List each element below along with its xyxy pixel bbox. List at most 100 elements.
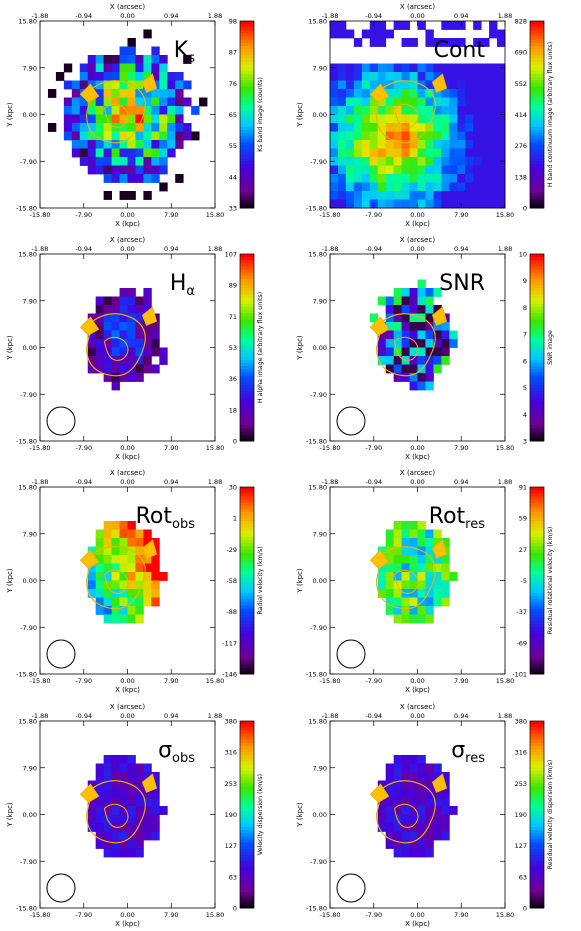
colorbar-segment — [530, 363, 544, 367]
colorbar-segment — [240, 608, 254, 613]
colorbar-tick-label: 30 — [229, 484, 237, 492]
heatmap-cell — [377, 157, 387, 166]
heatmap-cell — [377, 165, 387, 175]
heatmap-cell — [353, 63, 363, 73]
heatmap-cell — [71, 131, 81, 141]
top-tick-label: 0.94 — [164, 712, 178, 720]
heatmap-cell — [87, 55, 97, 64]
colorbar-segment — [530, 627, 544, 631]
y-tick-label: 15.80 — [18, 18, 37, 26]
heatmap-cell — [417, 789, 426, 798]
heatmap-cell — [417, 339, 426, 348]
heatmap-cell — [425, 831, 434, 841]
heatmap-cell — [103, 614, 112, 624]
colorbar-segment — [240, 173, 254, 178]
heatmap-cell — [401, 182, 410, 192]
heatmap-cell — [151, 789, 160, 798]
heatmap-cell — [473, 140, 482, 149]
colorbar-segment — [240, 892, 254, 897]
heatmap-cell — [377, 131, 387, 141]
heatmap-cell — [135, 364, 144, 374]
heatmap-cell — [345, 165, 355, 175]
heatmap-cell — [103, 157, 112, 166]
colorbar-segment — [530, 278, 544, 283]
heatmap-cell — [393, 373, 402, 382]
colorbar-segment — [530, 496, 544, 500]
y-tick-label: 7.90 — [313, 530, 327, 538]
heatmap-cell — [95, 797, 105, 807]
heatmap-cell — [449, 806, 458, 815]
panel-title: σres — [451, 738, 485, 766]
colorbar-segment — [530, 876, 544, 881]
heatmap-cell — [393, 597, 402, 607]
colorbar-label: Velocity dispersion (km/s) — [257, 774, 264, 855]
colorbar-segment — [240, 611, 254, 616]
x-tick-label: 15.80 — [206, 677, 225, 685]
colorbar-segment — [530, 879, 544, 884]
heatmap-cell — [103, 546, 112, 556]
heatmap-cell — [401, 72, 410, 81]
colorbar-segment — [530, 758, 544, 763]
heatmap-cell — [111, 157, 120, 166]
colorbar-tick-label: 91 — [519, 484, 527, 492]
contour-line — [85, 780, 146, 844]
heatmap-cell — [401, 148, 410, 158]
panel-title: Rotres — [429, 504, 485, 532]
colorbar-segment — [530, 571, 544, 575]
heatmap-cell — [417, 814, 426, 824]
heatmap-cell — [87, 157, 97, 166]
colorbar-segment — [240, 269, 254, 274]
heatmap-cell — [401, 288, 410, 297]
colorbar-segment — [240, 167, 254, 172]
heatmap-cell — [337, 106, 347, 115]
colorbar-segment — [240, 633, 254, 638]
colorbar-segment — [530, 833, 544, 837]
heatmap-cell — [401, 772, 410, 781]
heatmap-cell — [353, 199, 363, 209]
colorbar-segment — [240, 864, 254, 868]
colorbar-segment — [530, 313, 544, 317]
colorbar-segment — [240, 201, 254, 206]
colorbar-segment — [530, 798, 544, 803]
colorbar-segment — [240, 898, 254, 903]
colorbar-segment — [240, 589, 254, 594]
heatmap-cell — [401, 63, 410, 73]
heatmap-cell — [369, 148, 379, 158]
panel-6: -15.80 -7.90 0.00 7.90 15.80-1.88 -0.94 0.00 0.… — [296, 469, 554, 694]
colorbar-segment — [240, 670, 254, 675]
colorbar-segment — [240, 817, 254, 822]
heatmap-cell — [143, 97, 152, 107]
heatmap-cell — [345, 89, 355, 98]
heatmap-cell — [481, 38, 490, 47]
heatmap-cell — [135, 538, 144, 547]
colorbar-segment — [240, 658, 254, 663]
heatmap-cell — [353, 97, 363, 107]
top-tick-label: 0.94 — [454, 712, 468, 720]
top-tick-label: -0.94 — [365, 245, 382, 253]
heatmap-cell — [63, 97, 73, 107]
heatmap-cell — [87, 148, 97, 158]
heatmap-cell — [425, 80, 434, 90]
heatmap-cell — [135, 97, 144, 107]
heatmap-cell — [369, 63, 379, 73]
heatmap-cell — [465, 199, 474, 209]
heatmap-cell — [103, 755, 112, 764]
heatmap-cell — [433, 831, 442, 841]
colorbar-segment — [530, 139, 544, 144]
colorbar-segment — [240, 624, 254, 628]
heatmap-cell — [441, 597, 450, 607]
colorbar-tick-label: 253 — [225, 780, 237, 788]
heatmap-cell — [111, 597, 120, 607]
colorbar-segment — [240, 851, 254, 856]
heatmap-cell — [135, 580, 144, 590]
heatmap-cell — [441, 38, 450, 47]
heatmap-cell — [95, 831, 105, 841]
colorbar-segment — [530, 58, 544, 63]
heatmap-cell — [175, 174, 184, 183]
x-tick-label: 15.80 — [206, 444, 225, 452]
heatmap-cell — [433, 763, 442, 773]
colorbar-segment — [240, 369, 254, 373]
heatmap-cell — [135, 373, 144, 382]
heatmap-cell — [111, 89, 120, 98]
heatmap-cell — [151, 114, 160, 124]
